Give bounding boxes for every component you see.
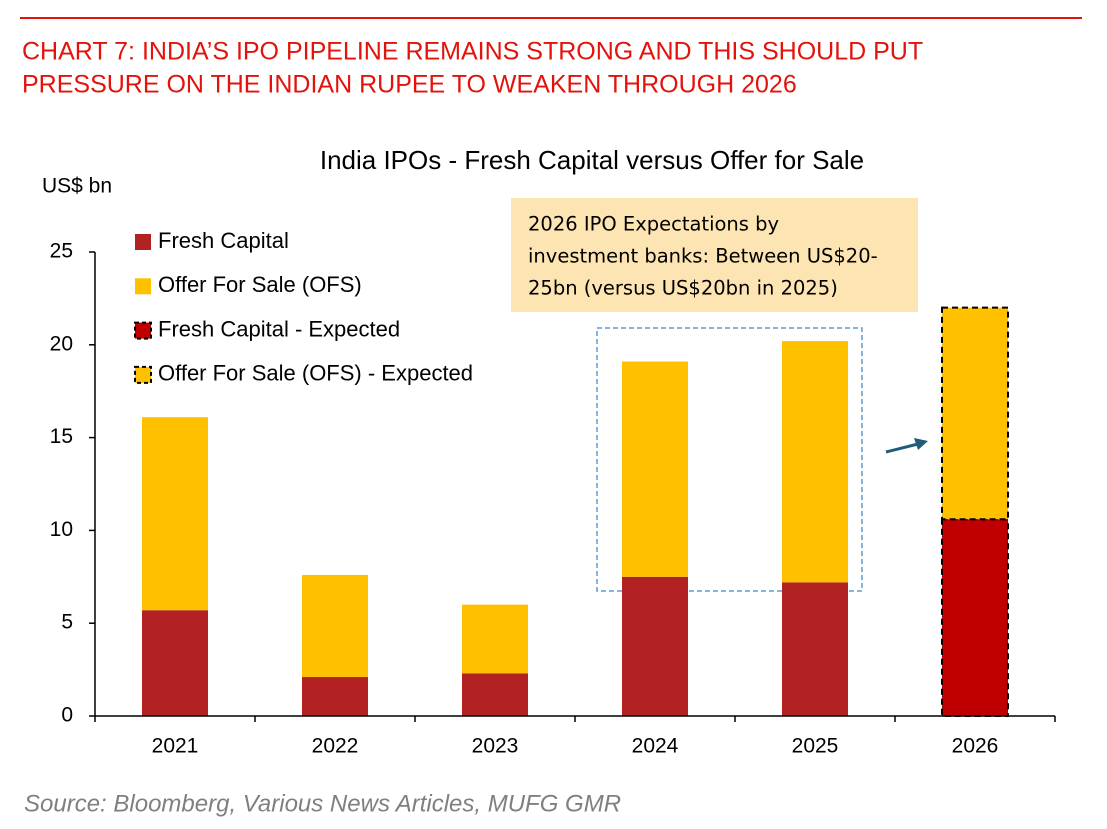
annotation-box [511,198,918,312]
x-tick-label: 2023 [472,735,519,758]
legend-label: Fresh Capital - Expected [158,316,400,341]
bar-segment [302,677,368,716]
y-axis-label: US$ bn [42,175,112,198]
legend-swatch [134,365,152,384]
y-tick-label: 5 [61,611,73,634]
legend-label: Offer For Sale (OFS) - Expected [158,361,473,386]
arrow-head [914,438,928,450]
bar-segment [782,582,848,716]
legend-swatch [135,278,151,295]
y-tick-label: 15 [50,425,73,448]
header-line: CHART 7: INDIA’S IPO PIPELINE REMAINS ST… [22,38,923,66]
y-tick-label: 0 [61,704,73,727]
bar-segment [782,341,848,583]
x-tick-label: 2025 [792,735,839,758]
bar-segment [462,673,528,716]
bar-segment [302,574,368,678]
annotation-line: 2026 IPO Expectations by [528,213,779,236]
source: Source: Bloomberg, Various News Articles… [24,790,621,817]
bar-segment [462,604,528,674]
legend-label: Offer For Sale (OFS) [158,272,362,297]
legend-label: Fresh Capital [158,228,289,253]
bar-segment [622,361,688,577]
y-tick-label: 25 [50,240,73,263]
x-tick-label: 2026 [952,735,999,758]
x-tick-label: 2024 [632,735,679,758]
x-tick-label: 2021 [152,735,199,758]
y-tick-label: 10 [50,518,73,541]
annotation-line: 25bn (versus US$20bn in 2025) [528,277,838,300]
legend-swatch [134,321,152,340]
bar-segment [142,417,208,611]
x-tick-label: 2022 [312,735,359,758]
header-line: PRESSURE ON THE INDIAN RUPEE TO WEAKEN T… [22,71,797,99]
legend-swatch [135,234,151,250]
highlight-box [596,327,863,592]
bar-segment [941,518,1009,717]
bar-segment [941,306,1009,521]
annotation-line: investment banks: Between US$20- [528,245,878,268]
bar-segment [142,610,208,716]
y-tick-label: 20 [50,332,73,355]
arrow-shaft [885,442,919,454]
chart-title: India IPOs - Fresh Capital versus Offer … [320,145,864,175]
bar-segment [622,576,688,716]
